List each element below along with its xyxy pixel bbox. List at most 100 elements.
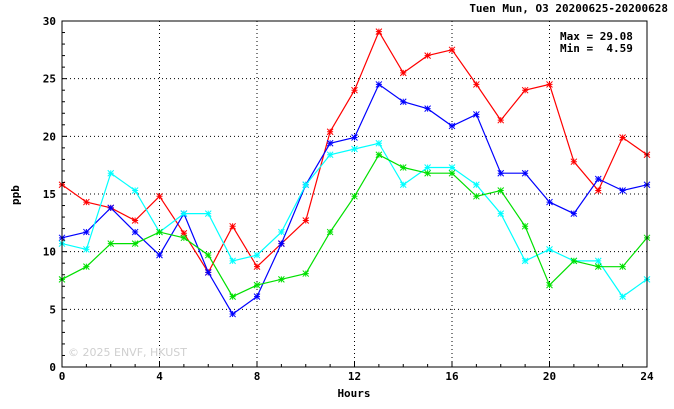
y-tick-label: 5 (49, 303, 56, 316)
max-annotation: Max = 29.08 (560, 30, 633, 43)
data-point (546, 246, 553, 253)
data-point (521, 257, 529, 265)
data-point (180, 229, 188, 237)
data-point (131, 187, 139, 194)
data-point (570, 158, 578, 166)
data-point (424, 169, 431, 177)
data-point (399, 98, 407, 106)
data-point (131, 228, 139, 236)
data-point (521, 86, 529, 94)
data-point (351, 134, 358, 141)
series-2 (58, 139, 651, 301)
data-point (546, 281, 553, 289)
data-point (326, 151, 334, 159)
x-tick-label: 16 (445, 370, 459, 383)
chart-title: Tuen Mun, O3 20200625-20200628 (469, 2, 668, 15)
watermark: © 2025 ENVF, HKUST (68, 346, 187, 359)
y-tick-label: 15 (43, 188, 56, 201)
y-tick-label: 30 (43, 15, 56, 28)
data-point (326, 128, 334, 136)
data-point (83, 263, 90, 271)
data-point (497, 116, 505, 124)
data-point (180, 210, 188, 217)
data-point (497, 210, 505, 217)
y-tick-label: 20 (43, 130, 56, 143)
data-point (424, 52, 431, 59)
data-point (131, 240, 139, 247)
data-point (570, 257, 578, 265)
x-tick-label: 0 (59, 370, 66, 383)
data-point (619, 187, 626, 194)
x-tick-label: 20 (543, 370, 556, 383)
data-point (594, 263, 602, 271)
data-point (448, 46, 456, 54)
data-point (619, 263, 626, 271)
data-point (448, 122, 456, 130)
data-point (107, 240, 115, 247)
data-point (302, 270, 310, 277)
data-point (326, 228, 334, 236)
data-point (351, 145, 358, 153)
data-point (278, 275, 285, 283)
data-point (448, 164, 456, 171)
data-point (375, 139, 383, 147)
data-point (156, 251, 163, 259)
data-point (107, 204, 115, 212)
data-point (351, 86, 358, 94)
data-point (399, 69, 407, 77)
data-point (204, 251, 212, 259)
data-point (546, 81, 553, 88)
data-point (473, 181, 480, 189)
data-point (204, 210, 212, 217)
data-point (302, 217, 310, 224)
data-point (229, 222, 236, 230)
data-point (253, 281, 261, 289)
data-point (229, 257, 236, 265)
data-point (253, 293, 261, 301)
data-point (83, 228, 90, 236)
data-point (229, 310, 236, 318)
data-point (375, 28, 383, 35)
y-axis-label: ppb (9, 185, 22, 205)
data-point (497, 169, 505, 177)
y-tick-label: 10 (43, 246, 56, 259)
data-point (546, 198, 553, 206)
x-axis-label: Hours (337, 387, 370, 400)
data-point (619, 134, 626, 141)
data-point (399, 164, 407, 171)
data-point (83, 198, 90, 206)
data-point (204, 269, 212, 276)
data-point (497, 187, 505, 194)
x-tick-label: 24 (640, 370, 654, 383)
data-point (229, 293, 236, 301)
y-tick-label: 25 (43, 73, 56, 86)
axis-ticks: 0 4 8 12 16 20 24 0 5 10 15 20 25 30 (43, 15, 654, 383)
data-point (180, 234, 188, 242)
data-point (594, 187, 602, 194)
data-point (521, 222, 529, 230)
data-point (302, 181, 310, 189)
data-point (156, 192, 163, 200)
min-annotation: Min = 4.59 (560, 42, 633, 55)
data-point (253, 263, 261, 271)
y-tick-label: 0 (49, 361, 56, 374)
series-layer (58, 28, 651, 318)
data-point (131, 217, 139, 224)
data-point (375, 151, 383, 159)
data-point (594, 257, 602, 265)
data-point (570, 210, 578, 217)
data-point (399, 181, 407, 189)
data-point (473, 81, 480, 88)
data-point (424, 105, 431, 113)
data-point (107, 169, 115, 177)
data-point (351, 192, 358, 200)
data-point (278, 228, 285, 236)
data-point (473, 111, 480, 118)
x-tick-label: 4 (156, 370, 163, 383)
data-point (156, 228, 163, 236)
data-point (253, 251, 261, 259)
x-tick-label: 12 (348, 370, 361, 383)
data-point (448, 169, 456, 177)
data-point (326, 139, 334, 147)
